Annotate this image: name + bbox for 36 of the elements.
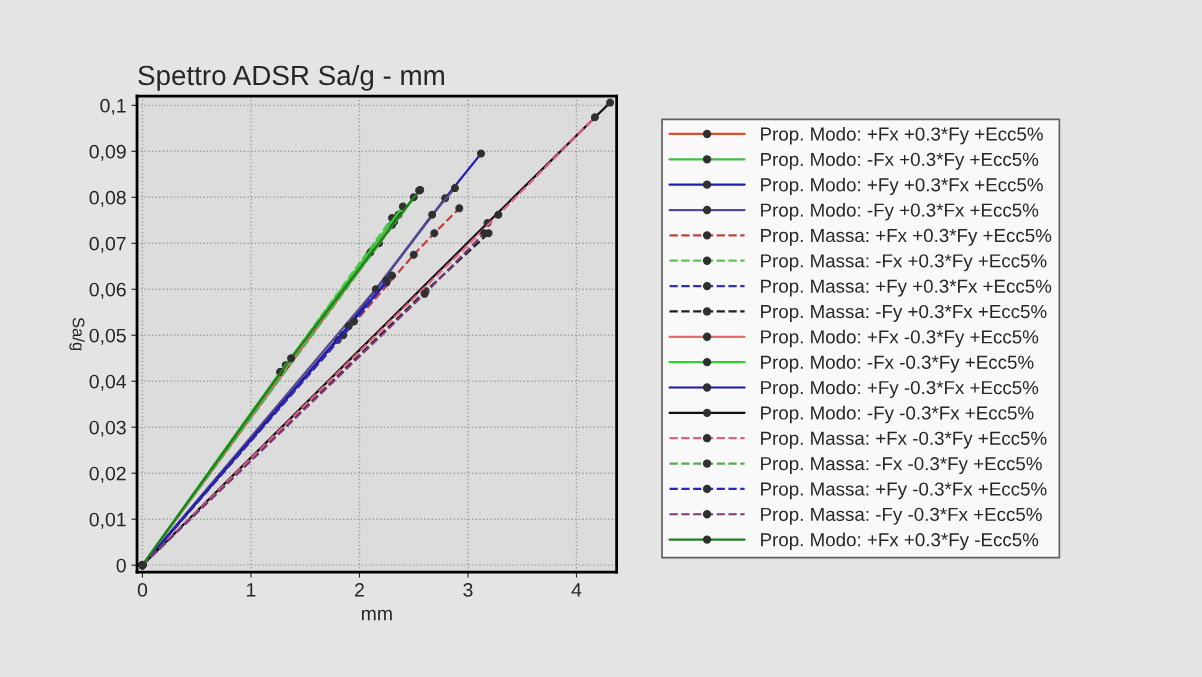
y-tick-label: 0,05 <box>89 328 126 345</box>
x-tick-label: 1 <box>247 583 256 597</box>
legend-label: Prop. Massa: -Fx -0.3*Fy +Ecc5% <box>761 457 1042 475</box>
legend-label: Prop. Modo: +Fx -0.3*Fy +Ecc5% <box>761 329 1039 348</box>
legend-label: Prop. Massa: +Fx -0.3*Fy +Ecc5% <box>761 431 1047 449</box>
y-tick-label: 0,1 <box>100 98 126 115</box>
legend-label: Prop. Modo: +Fx +0.3*Fy -Ecc5% <box>761 532 1039 551</box>
legend-label: Prop. Massa: -Fx +0.3*Fy +Ecc5% <box>761 254 1047 272</box>
legend-label: Prop. Modo: +Fy +0.3*Fx +Ecc5% <box>761 177 1043 196</box>
legend-label: Prop. Modo: -Fx +0.3*Fy +Ecc5% <box>761 152 1039 170</box>
x-tick-label: 0 <box>137 583 148 597</box>
y-tick-label: 0,06 <box>89 282 126 299</box>
legend-label: Prop. Modo: +Fx +0.3*Fy +Ecc5% <box>761 126 1043 145</box>
y-tick-label: 0,03 <box>89 420 126 437</box>
x-tick-label: 4 <box>571 583 582 597</box>
legend-label: Prop. Massa: +Fy +0.3*Fx +Ecc5% <box>761 279 1052 297</box>
x-tick-label: 3 <box>463 583 473 597</box>
legend-label: Prop. Massa: -Fy +0.3*Fx +Ecc5% <box>761 304 1047 322</box>
y-axis-title: Sa/g <box>69 317 85 351</box>
y-tick-label: 0,07 <box>89 236 126 253</box>
y-tick-label: 0,08 <box>89 190 126 207</box>
legend-label: Prop. Modo: -Fx -0.3*Fy +Ecc5% <box>761 355 1034 373</box>
chart-title: Spettro ADSR Sa/g - mm <box>138 64 444 91</box>
legend-label: Prop. Massa: -Fy -0.3*Fx +Ecc5% <box>761 507 1042 525</box>
y-tick-label: 0,04 <box>89 374 127 391</box>
x-axis-title: mm <box>361 609 392 621</box>
legend-label: Prop. Modo: -Fy +0.3*Fx +Ecc5% <box>761 202 1039 221</box>
legend-label: Prop. Modo: -Fy -0.3*Fx +Ecc5% <box>761 405 1034 424</box>
y-tick-label: 0,09 <box>89 144 126 161</box>
legend-label: Prop. Modo: +Fy -0.3*Fx +Ecc5% <box>761 380 1039 398</box>
y-tick-label: 0,02 <box>89 466 126 483</box>
x-tick-label: 2 <box>355 583 364 597</box>
y-tick-label: 0,01 <box>89 512 126 529</box>
legend-label: Prop. Massa: +Fx +0.3*Fy +Ecc5% <box>761 228 1052 246</box>
y-tick-label: 0 <box>116 558 126 573</box>
legend-label: Prop. Massa: +Fy -0.3*Fx +Ecc5% <box>761 482 1047 500</box>
